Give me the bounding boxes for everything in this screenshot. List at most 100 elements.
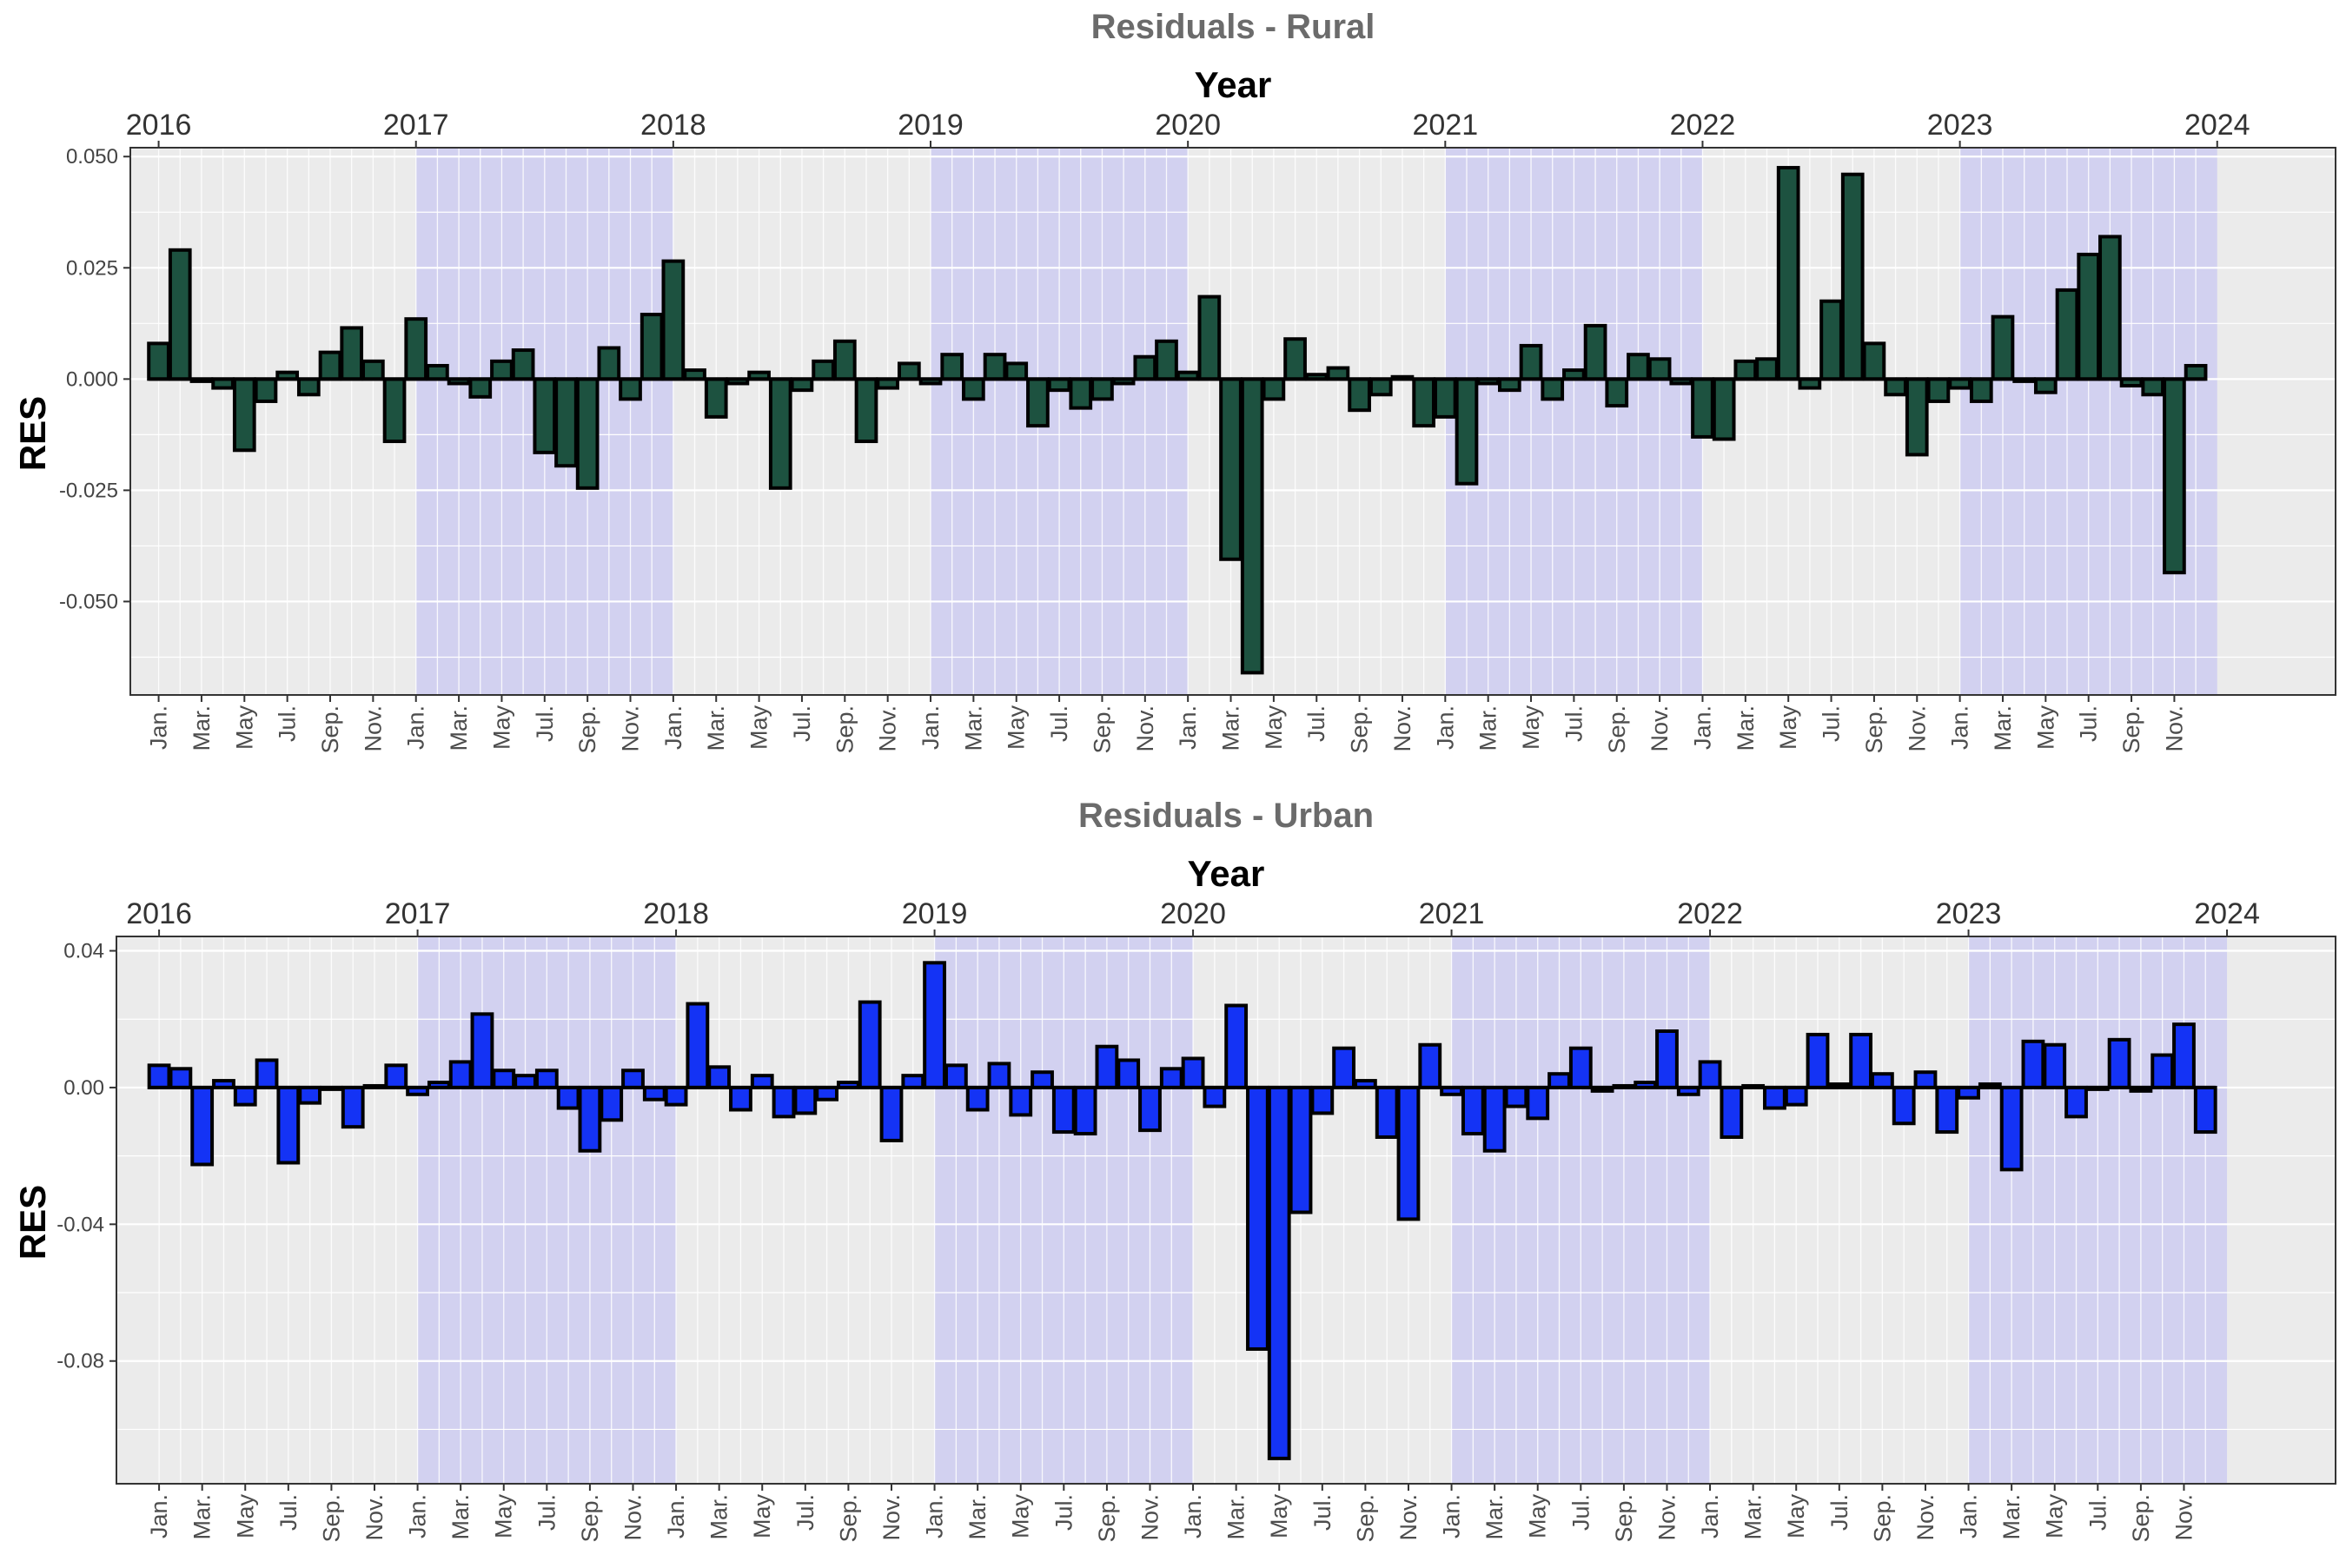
bar [1870, 1072, 1894, 1089]
bar [514, 1074, 537, 1089]
bar [2055, 288, 2079, 381]
year-tick-label: 2021 [1419, 897, 1485, 930]
bar [1905, 377, 1929, 457]
bar [296, 377, 321, 397]
year-tick-label: 2022 [1677, 897, 1743, 930]
bar [2098, 235, 2122, 381]
month-tick-label: May [1775, 705, 1801, 751]
bar [384, 1063, 408, 1089]
bar [2033, 377, 2058, 394]
month-tick-label: Nov. [2170, 1494, 2197, 1541]
month-tick-label: Nov. [875, 705, 901, 752]
bar [832, 339, 857, 381]
bar [534, 1068, 559, 1089]
month-tick-label: Mar. [446, 705, 472, 751]
month-tick-label: Mar. [1218, 705, 1244, 751]
month-tick-label: Jul. [1050, 1494, 1077, 1531]
bar [190, 1085, 215, 1167]
bar [621, 1068, 645, 1089]
panel-rural: Residuals - Rural Year 2016 2017 2018 2019 202… [12, 8, 2336, 754]
month-tick-label: Mar. [1733, 705, 1759, 751]
y-axis-label: RES [12, 396, 53, 471]
month-tick-label: Jul. [532, 705, 558, 742]
bar [341, 1085, 365, 1129]
month-tick-label: Nov. [2161, 705, 2187, 752]
bar [1031, 1070, 1054, 1089]
bar [1627, 353, 1650, 381]
year-tick-label: 2017 [383, 109, 449, 142]
bar [147, 1063, 171, 1089]
month-tick-label: Jul. [1561, 705, 1587, 742]
year-tick-label: 2017 [385, 897, 451, 930]
month-tick-label: May [2042, 1494, 2068, 1539]
bar [1155, 339, 1178, 381]
bar [1733, 359, 1758, 381]
month-tick-label: Mar. [189, 1494, 215, 1540]
chart-title: Residuals - Rural [1091, 8, 1375, 46]
bar [1698, 1060, 1722, 1089]
month-tick-label: Mar. [1481, 1494, 1508, 1540]
month-tick-label: Nov. [1137, 1494, 1163, 1541]
bar [426, 363, 449, 381]
bar [1246, 1085, 1269, 1351]
bar [619, 377, 642, 401]
month-tick-label: Sep. [1604, 705, 1630, 754]
bar [1819, 299, 1843, 381]
bar [815, 1085, 839, 1102]
y-tick-label: -0.08 [56, 1350, 104, 1373]
month-tick-label: Mar. [706, 1494, 732, 1540]
year-tick-label: 2019 [898, 109, 964, 142]
month-tick-label: Sep. [1089, 705, 1115, 754]
y-tick-label: -0.025 [59, 479, 118, 502]
bar [298, 1085, 322, 1105]
month-tick-label: Sep. [1347, 705, 1373, 754]
year-tick-label: 2018 [643, 897, 709, 930]
month-tick-label: Sep. [2128, 1494, 2154, 1543]
bar [1776, 166, 1800, 381]
y-tick-label: 0.04 [63, 940, 104, 963]
month-tick-label: May [1525, 1494, 1551, 1539]
bar [1547, 1072, 1571, 1089]
bar [1004, 361, 1029, 381]
bar [1568, 1046, 1593, 1089]
bar [1504, 1085, 1528, 1108]
month-tick-label: May [488, 705, 514, 751]
year-tick-label: 2020 [1155, 109, 1221, 142]
month-tick-label: Nov. [1653, 1494, 1680, 1541]
bar [1332, 1046, 1356, 1089]
bar [404, 317, 428, 381]
year-tick-label: 2019 [902, 897, 968, 930]
y-tick-label: 0.025 [66, 256, 118, 280]
y-tick-label: -0.050 [59, 590, 118, 613]
bar [1412, 377, 1435, 428]
month-tick-label: Sep. [1869, 1494, 1895, 1543]
month-tick-label: Nov. [1389, 705, 1415, 752]
bar [1117, 1058, 1141, 1089]
bar [1840, 172, 1865, 381]
month-tick-label: May [2032, 705, 2058, 751]
month-tick-label: May [1266, 1494, 1292, 1539]
month-tick-label: Jul. [1567, 1494, 1594, 1531]
bar [2107, 1037, 2131, 1089]
bar [554, 377, 578, 468]
year-tick-label: 2023 [1927, 109, 1993, 142]
month-tick-label: Mar. [1990, 705, 2016, 751]
month-tick-label: Jan. [1432, 705, 1458, 750]
bar [772, 1085, 796, 1119]
year-tick-label: 2016 [126, 109, 192, 142]
bar [318, 350, 342, 381]
month-tick-label: Mar. [1475, 705, 1501, 751]
bar [661, 259, 686, 381]
bar [382, 377, 407, 444]
bar [987, 1062, 1011, 1089]
month-tick-label: Sep. [835, 1494, 861, 1543]
bar [361, 359, 385, 381]
month-tick-label: Jan. [1439, 1494, 1465, 1538]
bar [1095, 1044, 1119, 1089]
bar [729, 1085, 752, 1112]
bar [664, 1085, 688, 1107]
year-tick-label: 2018 [640, 109, 706, 142]
bar [1655, 1029, 1679, 1089]
bar [1090, 377, 1114, 401]
bar [470, 1012, 494, 1089]
